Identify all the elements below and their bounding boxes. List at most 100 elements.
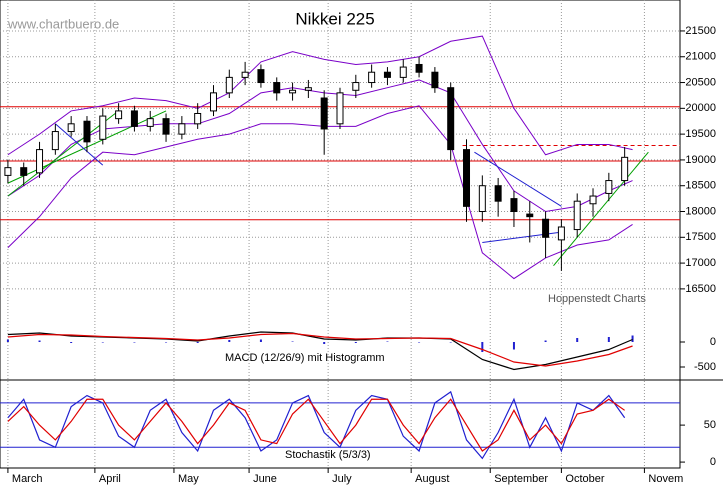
candle-body [162,118,170,135]
stochastic-tick-label: 50 [704,419,716,431]
candle-body [194,112,202,125]
plot-frame [0,0,681,469]
x-tick-label: Novem [648,473,683,485]
source-label: Hoppenstedt Charts [548,293,646,305]
price-tick-label: 17500 [685,231,716,243]
candle-body [178,123,186,135]
x-tick-label: September [494,473,548,485]
candle-body [320,97,328,130]
candle-body [304,87,312,91]
macd-histogram-bar [228,340,231,342]
macd-tick-label: -500 [694,361,716,373]
watermark: www.chartbuero.de [7,16,119,31]
macd-histogram-bar [291,341,294,342]
candle-body [115,110,123,120]
x-tick-label: July [332,473,352,485]
candle-body [289,89,297,94]
macd-histogram-bar [354,342,357,343]
candle-body [494,185,502,202]
candle-body [146,118,154,127]
candle-body [257,69,265,84]
candle-body [83,120,91,143]
macd-histogram-bar [418,342,421,343]
trendline [553,151,649,266]
macd-histogram-bar [259,339,262,342]
macd-histogram-bar [481,342,484,352]
candle-body [589,195,597,205]
price-tick-label: 16500 [685,283,716,295]
x-tick-label: August [415,473,449,485]
candle-body [99,115,107,140]
price-tick-label: 21500 [685,25,716,37]
macd-histogram-bar [101,342,104,343]
macd-histogram-bar [512,342,515,350]
candle-body [463,149,471,207]
macd-histogram-bar [449,342,452,343]
candle-body [4,167,12,176]
candle-body [526,213,534,218]
macd-histogram-bar [323,342,326,344]
price-tick-label: 20000 [685,102,716,114]
price-tick-label: 19000 [685,154,716,166]
macd-histogram-bar [70,342,73,343]
trendline [474,151,562,207]
bollinger-upper [7,35,633,156]
macd-histogram-bar [544,340,547,342]
candle-body [51,131,59,151]
candle-body [20,167,28,176]
stochastic-k [7,390,626,460]
price-tick-label: 19500 [685,128,716,140]
candle-body [573,200,581,231]
macd-histogram-bar [165,342,168,343]
macd-histogram-bar [196,342,199,343]
price-tick-label: 18500 [685,180,716,192]
candle-body [621,156,629,182]
macd-histogram-bar [6,339,9,342]
macd-histogram-bar [576,338,579,342]
candle-body [447,87,455,151]
candle-body [209,92,217,112]
candle-body [67,123,75,133]
candle-body [225,76,233,94]
price-tick-label: 17000 [685,257,716,269]
macd-signal [7,332,633,367]
macd-histogram-bar [607,337,610,342]
candle-body [542,218,550,238]
candle-body [478,185,486,213]
candle-body [383,71,391,78]
macd-histogram-bar [38,340,41,342]
x-tick-label: April [99,473,121,485]
x-tick-label: June [253,473,277,485]
macd-label: MACD (12/26/9) mit Histogramm [225,352,385,364]
candle-body [336,92,344,125]
price-tick-label: 18000 [685,205,716,217]
trendline [55,123,104,166]
stochastic-d [7,398,625,452]
candle-body [557,226,565,241]
stochastic-tick-label: 0 [710,456,716,468]
candle-body [399,66,407,78]
macd-histogram-bar [133,342,136,343]
macd-histogram-bar [631,335,634,342]
macd-tick-label: 0 [710,336,716,348]
candle-body [605,180,613,194]
stochastic-label: Stochastik (5/3/3) [285,449,371,461]
candle-body [36,149,44,174]
x-tick-label: October [565,473,604,485]
price-tick-label: 20500 [685,76,716,88]
x-tick-label: May [178,473,199,485]
candle-body [273,82,281,94]
candle-body [241,71,249,78]
candle-body [415,63,423,73]
candle-body [510,198,518,213]
candle-body [130,110,138,127]
candle-body [431,71,439,89]
candle-body [352,82,360,91]
macd-histogram-bar [386,341,389,342]
chart-title: Nikkei 225 [295,9,374,28]
candle-body [368,71,376,84]
x-tick-label: March [12,473,43,485]
price-tick-label: 21000 [685,51,716,63]
